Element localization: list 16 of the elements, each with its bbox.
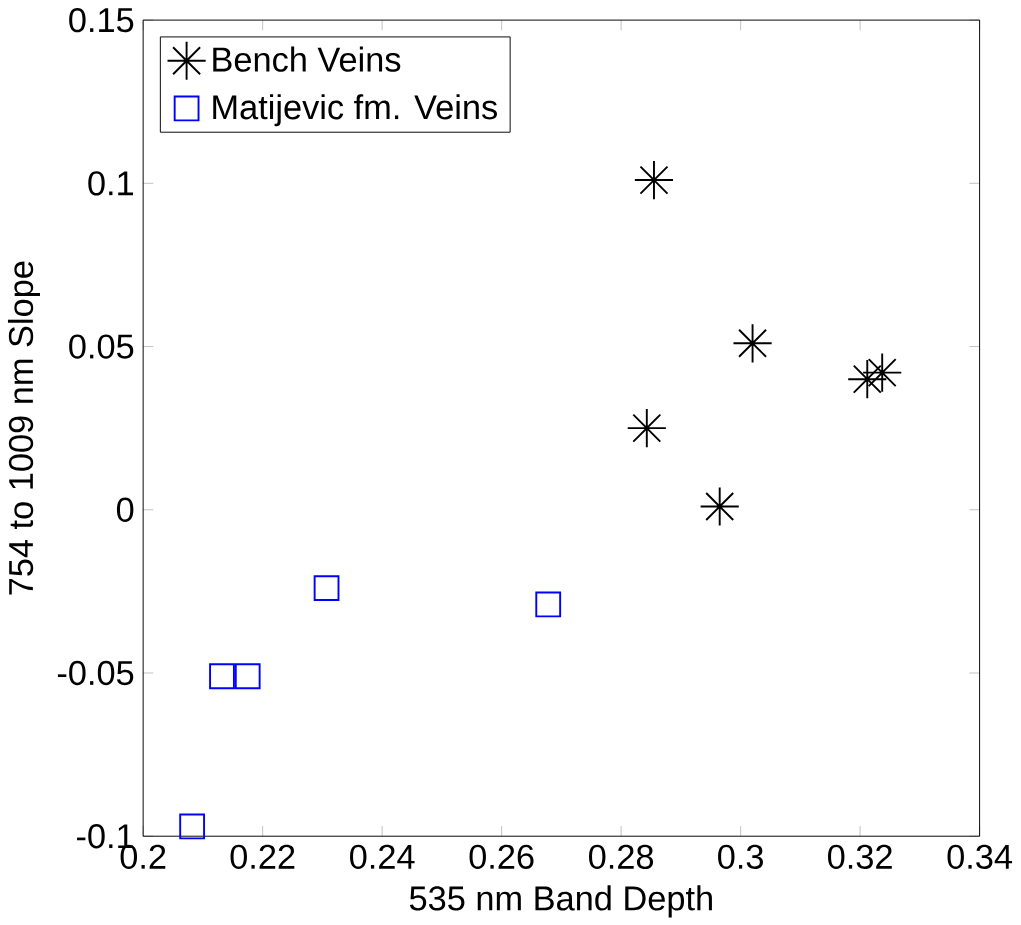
x-tick-label: 0.3	[718, 844, 763, 869]
x-tick-label: 0.26	[469, 844, 534, 869]
y-tick-label: 0	[116, 497, 134, 522]
y-tick-label: 0.1	[88, 171, 134, 196]
x-tick-label: 0.22	[230, 844, 295, 869]
legend-label: Bench Veins	[213, 46, 401, 72]
x-axis-title: 535 nm Band Depth	[409, 885, 712, 918]
legend-label: Matijevic fm. Veins	[213, 94, 497, 127]
x-tick-label: 0.34	[947, 844, 1013, 869]
x-tick-label: 0.28	[589, 844, 654, 869]
x-tick-label: 0.24	[350, 844, 415, 869]
x-tick-label: 0.32	[828, 844, 892, 869]
y-tick-label: 0.05	[69, 334, 134, 359]
y-tick-label: 0.15	[69, 7, 134, 33]
y-tick-label: -0.05	[57, 660, 134, 685]
y-axis-title: 754 to 1009 nm Slope	[7, 261, 40, 595]
